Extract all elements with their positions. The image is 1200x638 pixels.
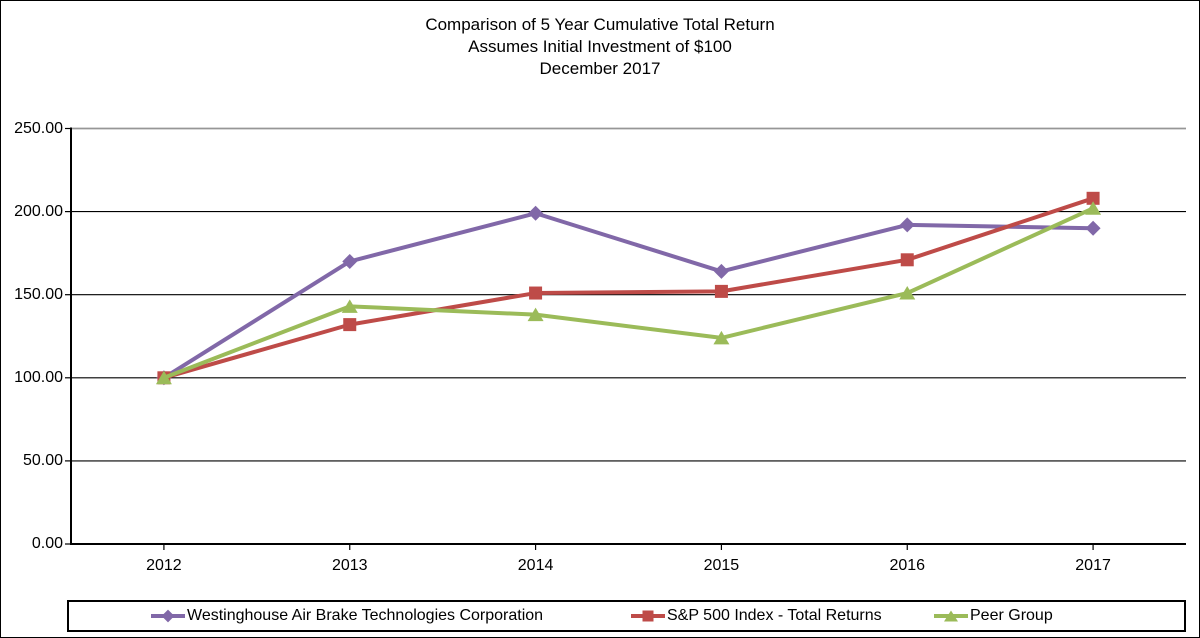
series-line-1 xyxy=(161,196,1096,380)
triangle-marker xyxy=(341,299,358,313)
legend-line-sample xyxy=(151,609,185,623)
triangle-marker xyxy=(1085,201,1102,215)
diamond-marker xyxy=(899,217,915,233)
square-marker xyxy=(343,318,357,332)
legend-line-sample xyxy=(934,610,968,622)
series-line-2 xyxy=(161,206,1096,380)
legend-line-sample xyxy=(631,610,665,622)
legend-label: S&P 500 Index - Total Returns xyxy=(667,607,882,624)
chart-title: Comparison of 5 Year Cumulative Total Re… xyxy=(425,15,775,34)
diamond-marker xyxy=(1085,220,1101,236)
legend-item-peer-group: Peer Group xyxy=(934,607,1053,625)
series-line-0 xyxy=(161,211,1096,380)
diamond-marker xyxy=(713,263,729,279)
chart-legend: Westinghouse Air Brake Technologies Corp… xyxy=(67,600,1186,632)
legend-item-wabtec: Westinghouse Air Brake Technologies Corp… xyxy=(151,607,543,625)
triangle-marker xyxy=(713,330,730,345)
square-marker xyxy=(900,253,914,267)
chart-title-block: Comparison of 5 Year Cumulative Total Re… xyxy=(1,14,1199,80)
diamond-marker-icon xyxy=(161,609,175,623)
square-marker xyxy=(714,284,728,298)
diamond-marker xyxy=(528,205,544,221)
triangle-marker xyxy=(899,286,916,300)
legend-label: Westinghouse Air Brake Technologies Corp… xyxy=(187,607,544,624)
legend-label: Peer Group xyxy=(970,607,1053,624)
triangle-marker xyxy=(155,370,172,385)
diamond-marker xyxy=(342,253,358,269)
triangle-marker-icon xyxy=(944,610,958,622)
square-marker xyxy=(529,286,543,300)
legend-item-sp500: S&P 500 Index - Total Returns xyxy=(631,607,882,625)
square-marker-icon xyxy=(642,610,654,622)
square-marker xyxy=(1086,191,1100,205)
triangle-marker xyxy=(527,307,544,322)
chart-subtitle: Assumes Initial Investment of $100 xyxy=(468,37,732,56)
chart-date: December 2017 xyxy=(539,59,661,78)
